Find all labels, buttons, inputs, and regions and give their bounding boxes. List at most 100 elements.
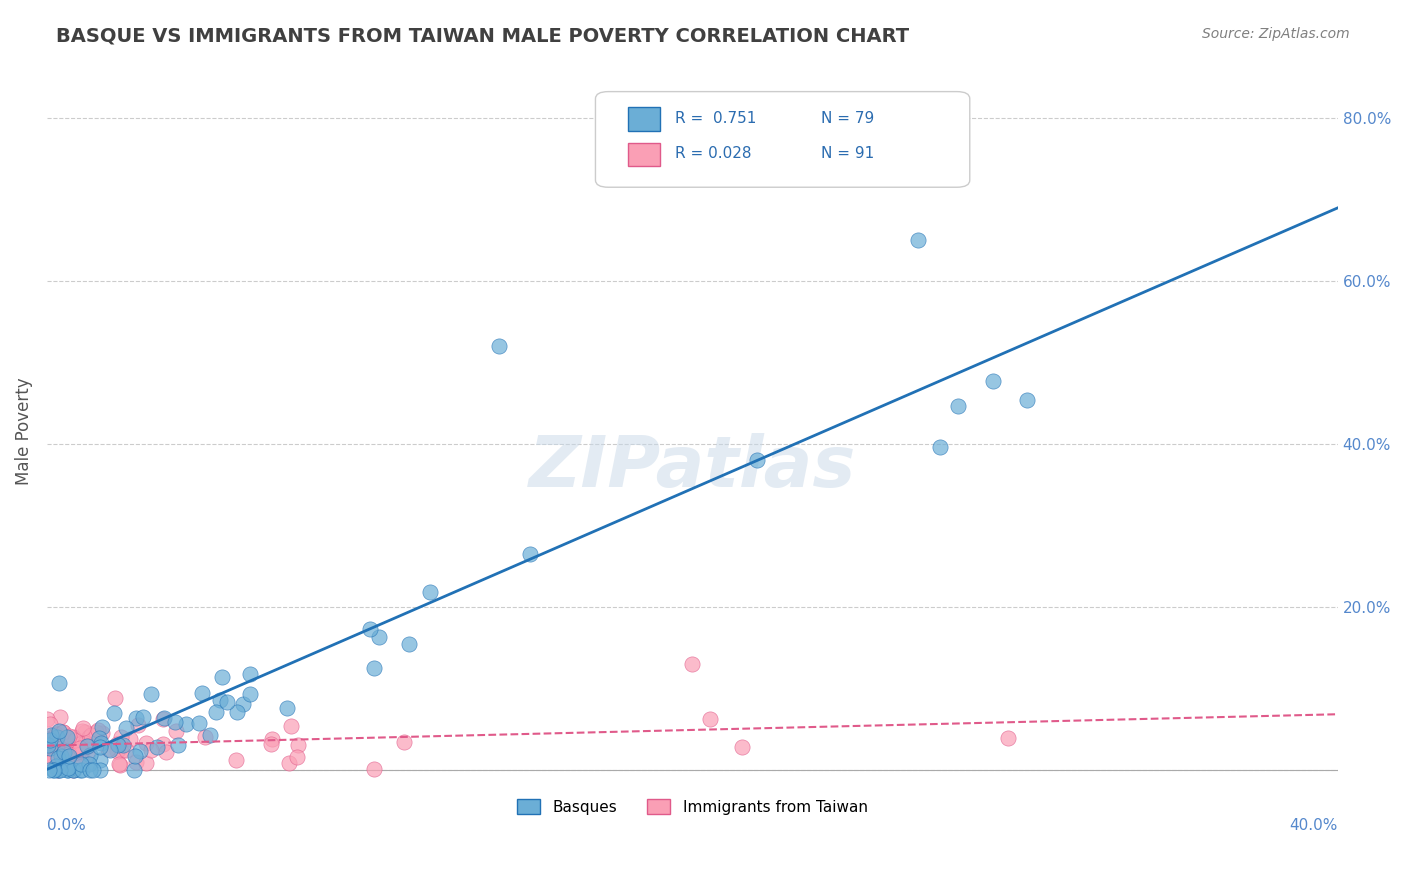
- Point: [239, 687, 262, 701]
- Point: [82, 763, 104, 777]
- Point: [58, 747, 80, 761]
- Point: [90, 726, 112, 740]
- Point: [39, 740, 62, 755]
- Point: [98, 743, 121, 757]
- Point: [45, 729, 67, 743]
- Point: [107, 737, 129, 751]
- Point: [745, 453, 768, 467]
- Point: [42, 753, 65, 767]
- Point: [907, 233, 929, 247]
- Point: [49, 710, 72, 724]
- Point: [363, 661, 385, 675]
- Text: Source: ZipAtlas.com: Source: ZipAtlas.com: [1202, 27, 1350, 41]
- Point: [363, 762, 385, 776]
- Point: [87, 731, 110, 745]
- Point: [63, 746, 86, 760]
- Point: [44, 742, 66, 756]
- Point: [58, 749, 80, 764]
- Point: [45, 727, 67, 741]
- Text: 40.0%: 40.0%: [1289, 818, 1337, 833]
- Point: [84, 724, 107, 739]
- Point: [205, 706, 228, 720]
- Point: [73, 736, 96, 750]
- Point: [62, 730, 84, 744]
- Text: 0.0%: 0.0%: [46, 818, 86, 833]
- Point: [194, 730, 217, 744]
- Point: [127, 718, 149, 732]
- Point: [105, 744, 128, 758]
- Point: [62, 763, 84, 777]
- Point: [90, 736, 112, 750]
- Point: [135, 736, 157, 750]
- Point: [110, 730, 132, 744]
- Point: [77, 739, 100, 753]
- Point: [46, 751, 69, 765]
- Point: [163, 714, 186, 729]
- Point: [70, 724, 93, 739]
- Point: [56, 730, 79, 744]
- Point: [70, 746, 93, 760]
- Text: BASQUE VS IMMIGRANTS FROM TAIWAN MALE POVERTY CORRELATION CHART: BASQUE VS IMMIGRANTS FROM TAIWAN MALE PO…: [56, 27, 910, 45]
- Point: [37, 735, 59, 749]
- Point: [69, 757, 91, 772]
- Point: [211, 670, 233, 684]
- Point: [394, 734, 416, 748]
- Point: [367, 630, 389, 644]
- Point: [69, 763, 91, 777]
- Point: [73, 724, 96, 739]
- Point: [67, 744, 90, 758]
- Point: [146, 740, 169, 755]
- Legend: Basques, Immigrants from Taiwan: Basques, Immigrants from Taiwan: [510, 792, 873, 821]
- Point: [49, 763, 72, 777]
- Point: [49, 749, 72, 764]
- Point: [132, 710, 155, 724]
- Point: [120, 731, 142, 746]
- Point: [37, 750, 59, 764]
- Point: [39, 738, 62, 752]
- Text: ZIPatlas: ZIPatlas: [529, 433, 856, 501]
- Point: [110, 757, 132, 772]
- Point: [699, 712, 721, 726]
- Point: [63, 763, 86, 777]
- Point: [76, 747, 98, 762]
- Point: [49, 731, 72, 746]
- Point: [72, 763, 94, 777]
- Point: [122, 763, 145, 777]
- Point: [87, 723, 110, 737]
- Point: [67, 737, 90, 751]
- Point: [107, 756, 129, 771]
- Point: [730, 739, 752, 754]
- Point: [997, 731, 1019, 745]
- Point: [37, 739, 59, 753]
- Point: [77, 730, 100, 744]
- Point: [42, 749, 65, 764]
- Point: [52, 725, 75, 739]
- Point: [56, 761, 79, 775]
- Point: [115, 721, 138, 735]
- Point: [38, 751, 60, 765]
- Point: [39, 716, 62, 731]
- Point: [176, 717, 198, 731]
- Point: [135, 756, 157, 770]
- Point: [41, 749, 63, 764]
- Point: [152, 712, 174, 726]
- Point: [48, 731, 70, 746]
- Point: [188, 715, 211, 730]
- Point: [232, 697, 254, 711]
- FancyBboxPatch shape: [596, 92, 970, 187]
- Point: [66, 747, 89, 761]
- Point: [129, 744, 152, 758]
- Point: [90, 720, 112, 734]
- Point: [80, 727, 103, 741]
- Point: [39, 727, 62, 741]
- Point: [69, 737, 91, 751]
- Point: [42, 763, 65, 777]
- FancyBboxPatch shape: [627, 107, 659, 130]
- Point: [419, 585, 441, 599]
- Point: [398, 637, 420, 651]
- Point: [276, 700, 298, 714]
- Point: [928, 440, 950, 454]
- Point: [48, 723, 70, 738]
- Text: N = 91: N = 91: [821, 146, 875, 161]
- Point: [51, 733, 73, 747]
